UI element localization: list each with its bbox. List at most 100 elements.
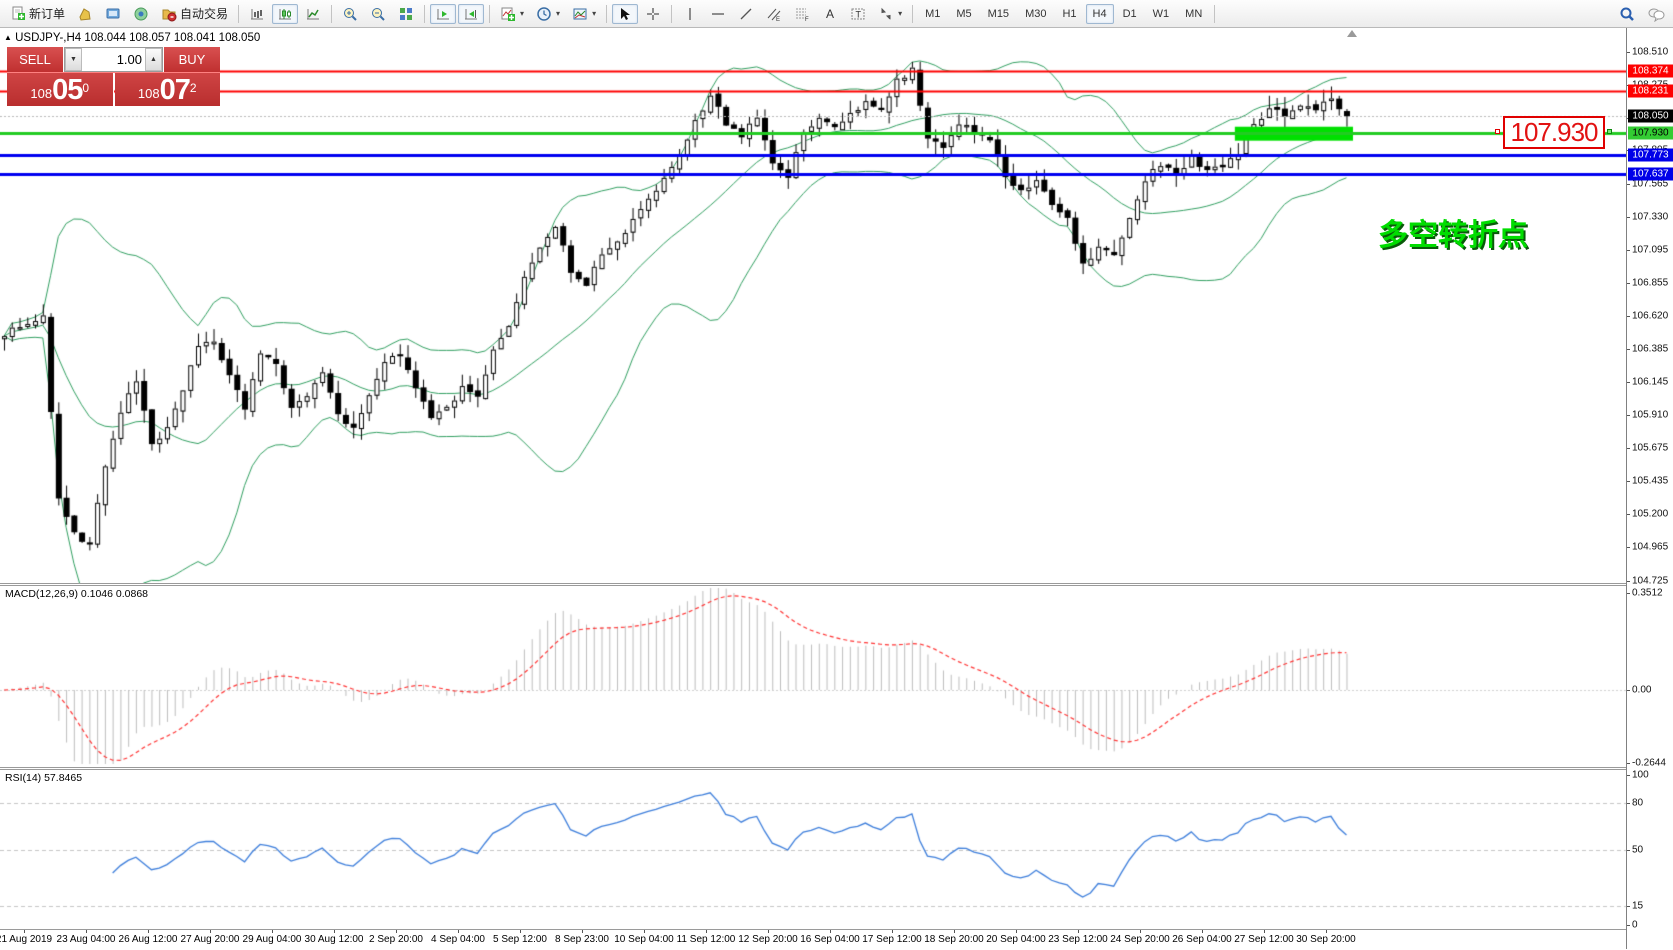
toolbar-separator: [1214, 4, 1216, 23]
text-icon: A: [822, 6, 838, 22]
timeframe-w1[interactable]: W1: [1146, 4, 1177, 24]
macd-label: MACD(12,26,9) 0.1046 0.0868: [5, 588, 149, 600]
toolbar-separator: [489, 4, 491, 23]
time-label: 30 Sep 20:00: [1296, 934, 1356, 945]
timeframe-m15[interactable]: M15: [981, 4, 1016, 24]
buy-button[interactable]: BUY: [163, 47, 220, 72]
rsi-tick: 80: [1632, 797, 1644, 809]
navigator-button[interactable]: [128, 4, 154, 24]
crosshair-button[interactable]: [640, 4, 666, 24]
toolbar-label: H1: [1062, 7, 1077, 20]
price-tick: 106.620: [1632, 310, 1669, 322]
chart-area[interactable]: [0, 28, 1673, 950]
timeframe-m30[interactable]: M30: [1018, 4, 1053, 24]
timeframe-h4[interactable]: H4: [1085, 3, 1114, 24]
volume-decrease-button[interactable]: ▼: [65, 48, 82, 71]
chevron-down-icon[interactable]: ▾: [592, 9, 597, 18]
tile-icon: [398, 6, 414, 22]
channel-button[interactable]: E: [761, 4, 787, 24]
chevron-down-icon[interactable]: ▾: [898, 9, 903, 18]
candle-chart-button[interactable]: [272, 3, 299, 24]
chart-shift-button[interactable]: [458, 3, 485, 24]
market-watch-icon: [105, 6, 121, 22]
volume-increase-button[interactable]: ▲: [145, 48, 162, 71]
macd-indicator-panel[interactable]: [0, 586, 1626, 766]
panel-separator[interactable]: [0, 769, 1627, 770]
toolbar: 新订单 自动交易 ▾ ▾ ▾ E F A T ▾ M1 M5 M15 M30 H1 H4 D1 W1 MN: [0, 0, 1673, 28]
time-label: 23 Aug 04:00: [56, 934, 116, 945]
main-price-chart[interactable]: [0, 28, 1626, 583]
price-tick: 107.095: [1632, 244, 1669, 256]
fibo-icon: F: [794, 6, 810, 22]
arrows-button[interactable]: ▾: [873, 4, 907, 24]
auto-scroll-button[interactable]: [430, 3, 457, 24]
price-tick: 106.855: [1632, 277, 1669, 289]
timeframe-d1[interactable]: D1: [1116, 4, 1144, 24]
chevron-down-icon[interactable]: ▾: [556, 9, 561, 18]
sell-button[interactable]: SELL: [7, 47, 64, 72]
auto-trading-button[interactable]: 自动交易: [156, 4, 233, 24]
tile-windows-button[interactable]: [393, 4, 419, 24]
cursor-button[interactable]: [612, 3, 639, 24]
line-chart-button[interactable]: [300, 4, 326, 24]
panel-separator[interactable]: [0, 585, 1627, 586]
text-label-button[interactable]: T: [845, 4, 871, 24]
vertical-line-button[interactable]: [677, 4, 703, 24]
line-handle[interactable]: [1495, 129, 1500, 134]
arrows-icon: [878, 6, 894, 22]
time-label: 30 Aug 12:00: [304, 934, 364, 945]
indicators-icon: [500, 6, 516, 22]
line-handle[interactable]: [1607, 129, 1612, 134]
templates-button[interactable]: ▾: [567, 4, 601, 24]
price-axis: 108.510108.275108.040107.805107.565107.3…: [1626, 28, 1673, 949]
toolbar-label: 自动交易: [180, 7, 229, 21]
horizontal-line-button[interactable]: [705, 4, 731, 24]
sell-price[interactable]: 108 05 0: [7, 73, 114, 106]
buy-price[interactable]: 108 07 2: [114, 73, 220, 106]
price-callout-label[interactable]: 107.930: [1503, 116, 1605, 149]
vline-icon: [682, 6, 698, 22]
new-order-button[interactable]: 新订单: [5, 4, 70, 24]
price-level-label: 107.637: [1628, 167, 1673, 181]
time-label: 12 Sep 20:00: [738, 934, 798, 945]
volume-input[interactable]: [82, 48, 145, 71]
rsi-tick: 0: [1632, 919, 1638, 931]
chart-shift-marker-icon[interactable]: [1347, 30, 1357, 37]
zoom-in-button[interactable]: [337, 4, 363, 24]
search-button[interactable]: [1614, 4, 1640, 24]
profiles-button[interactable]: [72, 4, 98, 24]
chat-button[interactable]: [1642, 4, 1668, 24]
indicators-button[interactable]: ▾: [495, 4, 529, 24]
panel-separator[interactable]: [0, 767, 1627, 768]
time-label: 5 Sep 12:00: [493, 934, 547, 945]
collapse-arrow-icon[interactable]: ▲: [4, 33, 12, 42]
panel-separator[interactable]: [0, 583, 1627, 584]
toolbar-separator: [331, 4, 333, 23]
bar-chart-button[interactable]: [244, 4, 270, 24]
periods-button[interactable]: ▾: [531, 4, 565, 24]
timeframe-h1[interactable]: H1: [1055, 4, 1083, 24]
timeframe-m5[interactable]: M5: [949, 4, 978, 24]
chart-annotation-text[interactable]: 多空转折点: [1378, 219, 1528, 252]
timeframe-m1[interactable]: M1: [918, 4, 947, 24]
price-tick: 107.330: [1632, 211, 1669, 223]
timeframe-mn[interactable]: MN: [1178, 4, 1209, 24]
time-tick-mark: [892, 930, 893, 933]
time-tick-mark: [768, 930, 769, 933]
time-label: 17 Sep 12:00: [862, 934, 922, 945]
svg-text:A: A: [826, 7, 834, 21]
price-tick: 104.725: [1632, 575, 1669, 587]
tick-mark: [1627, 775, 1630, 776]
text-button[interactable]: A: [817, 4, 843, 24]
trendline-button[interactable]: [733, 4, 759, 24]
tick-mark: [1627, 514, 1630, 516]
time-label: 27 Aug 20:00: [180, 934, 240, 945]
fibonacci-button[interactable]: F: [789, 4, 815, 24]
zoom-out-button[interactable]: [365, 4, 391, 24]
time-tick-mark: [644, 930, 645, 933]
chevron-down-icon[interactable]: ▾: [520, 9, 525, 18]
market-watch-button[interactable]: [100, 4, 126, 24]
rsi-indicator-panel[interactable]: [0, 770, 1626, 929]
tick-mark: [1627, 52, 1630, 53]
toolbar-separator: [238, 4, 240, 23]
